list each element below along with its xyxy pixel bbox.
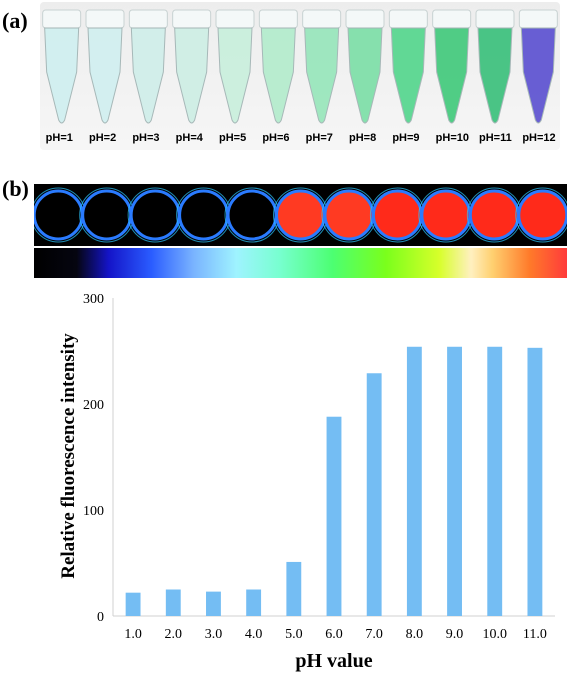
x-tick-label: 5.0 (285, 627, 303, 642)
y-tick-label: 0 (97, 610, 104, 625)
x-tick-labels: 1.0 2.0 3.0 4.0 5.0 6.0 7.0 8.0 9.0 10.0 11.0 (124, 627, 547, 642)
x-tick-label: 2.0 (165, 627, 183, 642)
bar (406, 346, 422, 616)
tube-ph-label: pH=6 (262, 132, 290, 144)
x-tick-label: 8.0 (406, 627, 424, 642)
well (515, 187, 567, 243)
tube (432, 9, 472, 124)
tube-ph-label: pH=12 (522, 132, 556, 144)
tube-ph-label: pH=1 (45, 132, 73, 144)
bar (366, 373, 382, 616)
x-tick-label: 11.0 (523, 627, 547, 642)
x-tick-label: 3.0 (205, 627, 223, 642)
tube (518, 9, 558, 124)
bars (125, 346, 543, 616)
x-tick-label: 7.0 (365, 627, 383, 642)
x-tick-label: 9.0 (446, 627, 464, 642)
y-tick-label: 100 (83, 504, 104, 519)
y-tick-label: 300 (83, 292, 104, 307)
well (79, 187, 135, 243)
y-tick-labels: 0 100 200 300 (83, 292, 104, 625)
x-axis-label: pH value (295, 650, 372, 672)
tube (172, 9, 212, 124)
tube-ph-label: pH=2 (89, 132, 117, 144)
well (466, 187, 522, 243)
x-tick-label: 4.0 (245, 627, 263, 642)
x-tick-label: 10.0 (482, 627, 507, 642)
well (273, 187, 328, 243)
tube (128, 9, 168, 124)
tube (388, 9, 428, 124)
tube (302, 9, 342, 124)
tube-ph-label: pH=3 (132, 132, 160, 144)
intensity-colorbar (34, 248, 567, 278)
panel-b-label: (b) (2, 176, 29, 201)
tube (345, 9, 385, 124)
well (127, 187, 183, 243)
y-tick-label: 200 (83, 398, 104, 413)
tube-ph-label: pH=10 (435, 132, 469, 144)
bar (286, 561, 302, 616)
tube-ph-label: pH=11 (479, 132, 512, 144)
bar (165, 589, 181, 616)
bar (487, 346, 503, 616)
bar (206, 591, 221, 616)
tube-ph-label: pH=8 (349, 132, 377, 144)
tubes-graphic (42, 9, 558, 124)
well (369, 187, 425, 243)
y-axis-label: Relative fluorescence intensity (58, 333, 79, 579)
x-tick-label: 1.0 (124, 627, 142, 642)
tube-ph-label: pH=9 (392, 132, 420, 144)
tube (85, 9, 125, 124)
fluorescence-well-strip (30, 184, 567, 246)
well (418, 187, 474, 243)
bar-chart: 0 100 200 300 1.0 2.0 3.0 4.0 5.0 6.0 7.0 8.0 9.0 10… (58, 292, 555, 672)
bar (246, 589, 262, 616)
well (30, 187, 86, 243)
tube (42, 9, 82, 124)
tube-photo (40, 2, 560, 150)
bar (527, 347, 543, 616)
tube (475, 9, 515, 124)
bar (326, 416, 342, 616)
tube (258, 9, 298, 124)
bar (447, 346, 462, 616)
tube-ph-label: pH=4 (175, 132, 203, 144)
tube-ph-label: pH=7 (305, 132, 333, 144)
tube-ph-label: pH=5 (219, 132, 247, 144)
panel-a-label: (a) (2, 8, 28, 33)
x-tick-label: 6.0 (325, 627, 343, 642)
well (224, 187, 280, 243)
tube (215, 9, 255, 124)
well (321, 187, 377, 243)
well (176, 187, 232, 243)
bar (125, 592, 141, 616)
